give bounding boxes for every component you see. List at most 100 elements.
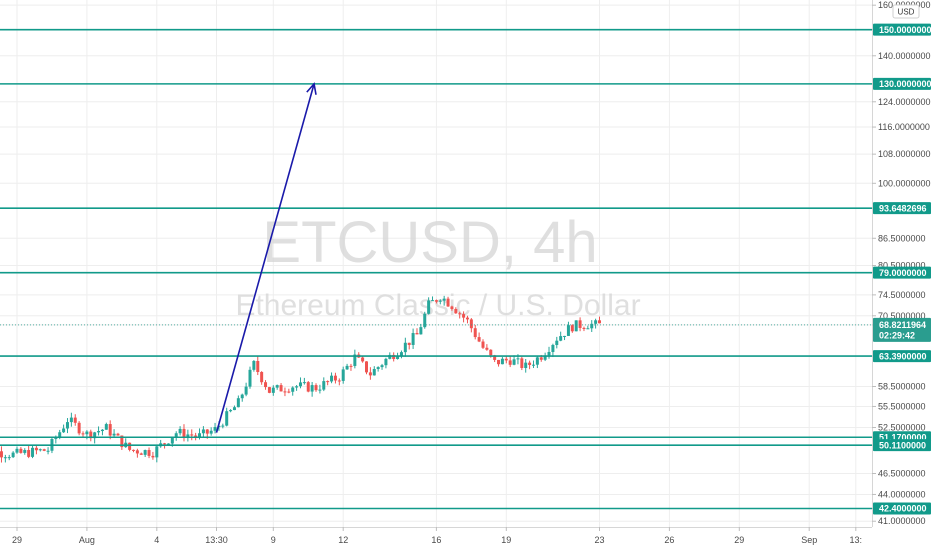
- candle-body: [330, 375, 334, 382]
- candle-body: [77, 422, 81, 434]
- candle: [147, 447, 151, 459]
- candle: [34, 445, 38, 455]
- trend-arrow[interactable]: [215, 82, 317, 433]
- candle: [298, 377, 302, 389]
- candle: [174, 431, 178, 441]
- candle: [566, 321, 570, 336]
- candle: [368, 367, 372, 380]
- candle-body: [267, 387, 271, 393]
- candle: [89, 429, 93, 442]
- candle: [7, 454, 11, 461]
- candle-body: [481, 341, 485, 348]
- level-label-text: 93.6482696: [879, 203, 927, 213]
- candle-body: [520, 358, 524, 368]
- time-axis[interactable]: [0, 527, 932, 550]
- candle-body: [570, 325, 574, 332]
- candle-body: [298, 382, 302, 387]
- candle-body: [295, 386, 299, 388]
- candle: [419, 323, 423, 335]
- candle-body: [23, 450, 27, 453]
- last-price-label: 68.8211964: [879, 320, 926, 330]
- candle: [209, 427, 213, 436]
- candle-body: [539, 357, 543, 360]
- price-tick-label: 44.0000000: [878, 489, 926, 499]
- price-tick-label: 140.0000000: [878, 51, 931, 61]
- candle: [201, 426, 205, 438]
- candle: [100, 429, 104, 436]
- candle: [256, 356, 260, 376]
- candle-body: [182, 428, 186, 438]
- candle: [431, 296, 435, 302]
- candle-body: [93, 432, 97, 439]
- candle-body: [598, 320, 601, 324]
- candle: [295, 385, 299, 391]
- candle: [248, 366, 252, 389]
- candle-body: [376, 367, 380, 370]
- level-label-text: 79.0000000: [879, 268, 927, 278]
- candle: [271, 385, 275, 396]
- horizontal-levels[interactable]: [0, 28, 872, 510]
- candle: [38, 448, 42, 452]
- candle-body: [574, 320, 578, 332]
- candle: [341, 366, 345, 384]
- candle: [423, 311, 427, 329]
- candle-body: [516, 358, 520, 360]
- candle: [345, 363, 349, 370]
- candle-body: [368, 372, 372, 376]
- candle: [229, 409, 233, 413]
- candle-body: [34, 447, 38, 451]
- candle-body: [372, 369, 376, 376]
- candle-body: [497, 359, 501, 365]
- price-tick-label: 74.5000000: [878, 290, 926, 300]
- candle-body: [100, 429, 104, 432]
- candle: [462, 311, 466, 323]
- candle-body: [139, 453, 143, 455]
- arrow-shaft[interactable]: [215, 83, 315, 433]
- candle: [264, 380, 268, 390]
- candle: [497, 359, 501, 367]
- candle-body: [291, 387, 295, 392]
- candle-body: [252, 360, 256, 370]
- level-label-box: [873, 77, 931, 90]
- candle: [73, 414, 77, 426]
- candle: [524, 359, 528, 373]
- candle: [287, 388, 291, 394]
- candle-body: [120, 435, 124, 448]
- candle-body: [128, 442, 132, 450]
- candle-body: [85, 431, 89, 435]
- time-tick-label: Sep: [801, 535, 817, 545]
- candle-body: [485, 347, 489, 350]
- candle-body: [473, 328, 477, 338]
- candle: [454, 307, 458, 314]
- candle: [590, 320, 594, 332]
- candle: [244, 382, 248, 397]
- candle-body: [454, 308, 458, 314]
- time-axis-background: [0, 527, 932, 550]
- candle: [186, 429, 190, 442]
- candle: [586, 325, 590, 330]
- candle-body: [333, 375, 337, 381]
- candle: [353, 349, 357, 369]
- candle-body: [209, 430, 213, 434]
- price-tick-label: 86.5000000: [878, 233, 926, 243]
- price-tick-label: 41.0000000: [878, 516, 926, 526]
- candle: [446, 296, 450, 307]
- candle-body: [213, 427, 217, 431]
- candle-body: [504, 358, 508, 361]
- candle-body: [399, 352, 403, 357]
- candle: [442, 295, 446, 306]
- candle: [15, 446, 19, 454]
- currency-badge-box: [892, 4, 920, 19]
- candle: [333, 372, 337, 384]
- candle: [512, 355, 516, 366]
- candle-body: [365, 361, 368, 373]
- candle: [380, 363, 384, 370]
- candle-body: [446, 298, 450, 307]
- candle: [190, 429, 194, 441]
- candle: [555, 336, 559, 349]
- currency-label: USD: [898, 8, 915, 17]
- watermark: ETCUSD, 4h Ethereum Classic / U.S. Dolla…: [235, 210, 640, 322]
- currency-badge[interactable]: USD: [892, 4, 920, 19]
- candle: [434, 299, 438, 304]
